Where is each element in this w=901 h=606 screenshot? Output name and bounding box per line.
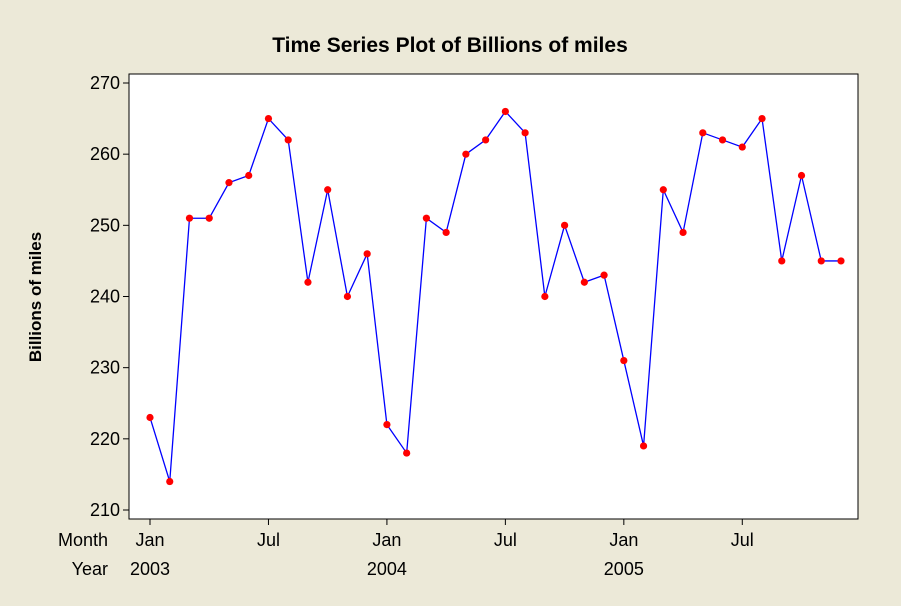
- data-point: [442, 228, 450, 237]
- data-point: [817, 257, 825, 265]
- data-point: [482, 136, 490, 144]
- data-point: [264, 114, 273, 123]
- x-tick-month-label: Jan: [372, 530, 401, 550]
- axes-layer: 210 220 230 240 250 260 270 Jan 2003 Jul Jan 2004 Ju…: [90, 73, 754, 579]
- data-point: [304, 278, 312, 286]
- y-tick-label: 230: [90, 358, 120, 378]
- y-axis-label: Billions of miles: [26, 232, 45, 362]
- data-point: [205, 214, 213, 222]
- x-tick-year-label: 2004: [367, 559, 407, 579]
- data-point: [758, 114, 766, 123]
- x-tick-month-label: Jan: [135, 530, 164, 550]
- data-point: [639, 442, 648, 450]
- data-point: [699, 129, 707, 137]
- series-layer: [146, 107, 845, 486]
- data-point: [146, 413, 154, 422]
- data-point: [718, 136, 727, 144]
- data-point: [363, 250, 371, 258]
- plot-area: [128, 73, 859, 520]
- y-tick-label: 250: [90, 215, 120, 235]
- data-point: [797, 171, 806, 180]
- data-point: [284, 136, 292, 144]
- data-point: [541, 292, 549, 301]
- x-tick-month-label: Jul: [257, 530, 280, 550]
- data-point: [561, 221, 569, 229]
- x-tick-month-label: Jul: [494, 530, 517, 550]
- data-point: [778, 257, 786, 265]
- data-point: [679, 228, 687, 237]
- data-point: [185, 214, 194, 222]
- y-tick-label: 260: [90, 144, 120, 164]
- y-tick-label: 210: [90, 500, 120, 520]
- x-tick-year-label: 2005: [604, 559, 644, 579]
- data-point: [225, 179, 233, 187]
- data-point: [501, 107, 509, 116]
- data-point: [837, 257, 845, 265]
- x-tick-month-label: Jul: [731, 530, 754, 550]
- data-point: [659, 186, 667, 194]
- data-point: [580, 278, 588, 286]
- data-point: [422, 214, 430, 222]
- data-point: [462, 150, 470, 158]
- data-point: [166, 477, 174, 486]
- data-point: [343, 292, 352, 301]
- data-point: [620, 356, 628, 365]
- y-tick-label: 220: [90, 429, 120, 449]
- x-tick-year-label: 2003: [130, 559, 170, 579]
- y-tick-label: 240: [90, 287, 120, 307]
- data-point: [600, 271, 608, 279]
- data-point: [521, 129, 529, 137]
- y-tick-label: 270: [90, 73, 120, 93]
- data-point: [324, 186, 332, 194]
- data-point: [383, 421, 391, 429]
- data-point: [245, 171, 253, 180]
- data-point: [403, 449, 411, 457]
- x-axis-month-row-label: Month: [58, 530, 108, 550]
- x-tick-month-label: Jan: [609, 530, 638, 550]
- chart-title: Time Series Plot of Billions of miles: [272, 34, 628, 57]
- data-point: [738, 143, 746, 151]
- x-axis-year-row-label: Year: [72, 559, 108, 579]
